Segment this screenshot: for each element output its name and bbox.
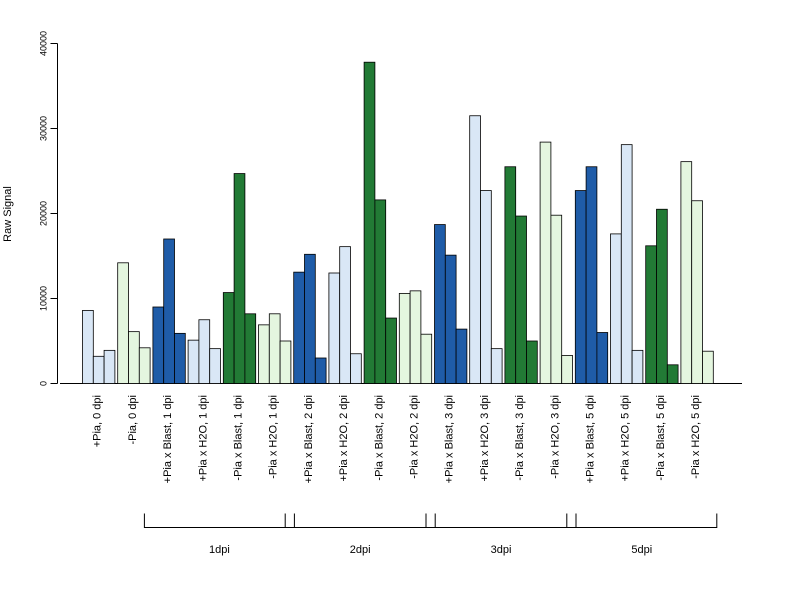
bar [702, 350, 714, 384]
bar [480, 190, 492, 384]
bar [350, 353, 362, 384]
bar [268, 313, 281, 384]
bar [244, 313, 257, 384]
category-label: -Pia x Blast, 3 dpi [514, 395, 526, 481]
bar [128, 331, 140, 384]
bar [420, 333, 433, 384]
bar [328, 272, 341, 384]
category-label: -Pia x Blast, 5 dpi [655, 395, 667, 481]
bar [163, 238, 175, 384]
bar [198, 319, 211, 384]
bar [656, 208, 668, 384]
bar [691, 200, 703, 384]
bar [539, 141, 552, 384]
bar [279, 340, 292, 384]
bar [561, 355, 573, 384]
bars [82, 61, 714, 384]
y-axis-title: Raw Signal [2, 186, 14, 242]
bar [409, 290, 422, 384]
bar [258, 324, 270, 384]
bar [103, 349, 116, 384]
bar [117, 262, 129, 384]
group-label: 5dpi [631, 544, 652, 556]
category-label: -Pia x H2O, 1 dpi [268, 395, 280, 479]
bar [138, 347, 151, 384]
bar [233, 173, 246, 384]
bar [585, 166, 598, 384]
category-label: +Pia x H2O, 2 dpi [338, 395, 350, 482]
bar [293, 271, 305, 384]
category-label: +Pia x Blast, 3 dpi [444, 395, 456, 483]
bar [631, 349, 644, 384]
y-axis: 0 10000 20000 30000 40000 [39, 31, 58, 386]
y-tick-label: 0 [39, 381, 49, 386]
bar [666, 364, 679, 384]
bar [187, 339, 200, 384]
bar [174, 332, 186, 384]
bar [515, 215, 527, 384]
bar [385, 317, 397, 384]
category-label: +Pia, 0 dpi [92, 395, 104, 447]
category-label: +Pia x H2O, 3 dpi [479, 395, 491, 482]
category-label: -Pia x H2O, 3 dpi [549, 395, 561, 479]
bar [574, 190, 587, 384]
y-tick-label: 20000 [39, 201, 49, 226]
bar [363, 61, 376, 384]
bar [469, 115, 481, 384]
category-labels: +Pia, 0 dpi -Pia, 0 dpi +Pia x Blast, 1 dp… [92, 395, 702, 483]
bar [82, 309, 94, 384]
category-label: -Pia x H2O, 2 dpi [409, 395, 421, 479]
group-bracket [284, 513, 436, 528]
bar [490, 348, 503, 384]
group-brackets: 1dpi 2dpi 3dpi 5dpi [143, 513, 718, 556]
group-bracket [143, 513, 295, 528]
category-label: -Pia x H2O, 5 dpi [690, 395, 702, 479]
category-label: -Pia, 0 dpi [127, 395, 139, 445]
bar [209, 348, 221, 384]
group-label: 1dpi [209, 544, 230, 556]
category-label: +Pia x Blast, 2 dpi [303, 395, 315, 483]
category-label: -Pia x Blast, 1 dpi [233, 395, 245, 481]
bar [398, 292, 411, 384]
bar [92, 355, 105, 384]
bar [526, 340, 538, 384]
bar [455, 328, 468, 384]
group-label: 3dpi [491, 544, 512, 556]
bar [374, 199, 387, 384]
category-label: +Pia x H2O, 5 dpi [620, 395, 632, 482]
y-tick-label: 40000 [39, 31, 49, 56]
bar [314, 357, 327, 384]
bar [596, 332, 609, 384]
category-label: +Pia x Blast, 1 dpi [162, 395, 174, 483]
bar [610, 233, 622, 384]
category-label: +Pia x Blast, 5 dpi [585, 395, 597, 483]
bar [434, 224, 446, 384]
group-bracket [425, 513, 577, 528]
bar [222, 292, 235, 384]
bar [645, 245, 657, 384]
category-label: -Pia x Blast, 2 dpi [373, 395, 385, 481]
bar [504, 166, 517, 384]
bar [620, 144, 633, 384]
bar [444, 254, 457, 384]
bar [550, 214, 563, 384]
category-label: +Pia x H2O, 1 dpi [197, 395, 209, 482]
bar [680, 161, 693, 384]
group-label: 2dpi [350, 544, 371, 556]
bar [339, 246, 351, 384]
y-tick-label: 30000 [39, 116, 49, 141]
y-tick-label: 10000 [39, 286, 49, 311]
group-bracket [566, 513, 718, 528]
bar [304, 253, 316, 384]
bar [152, 306, 165, 384]
